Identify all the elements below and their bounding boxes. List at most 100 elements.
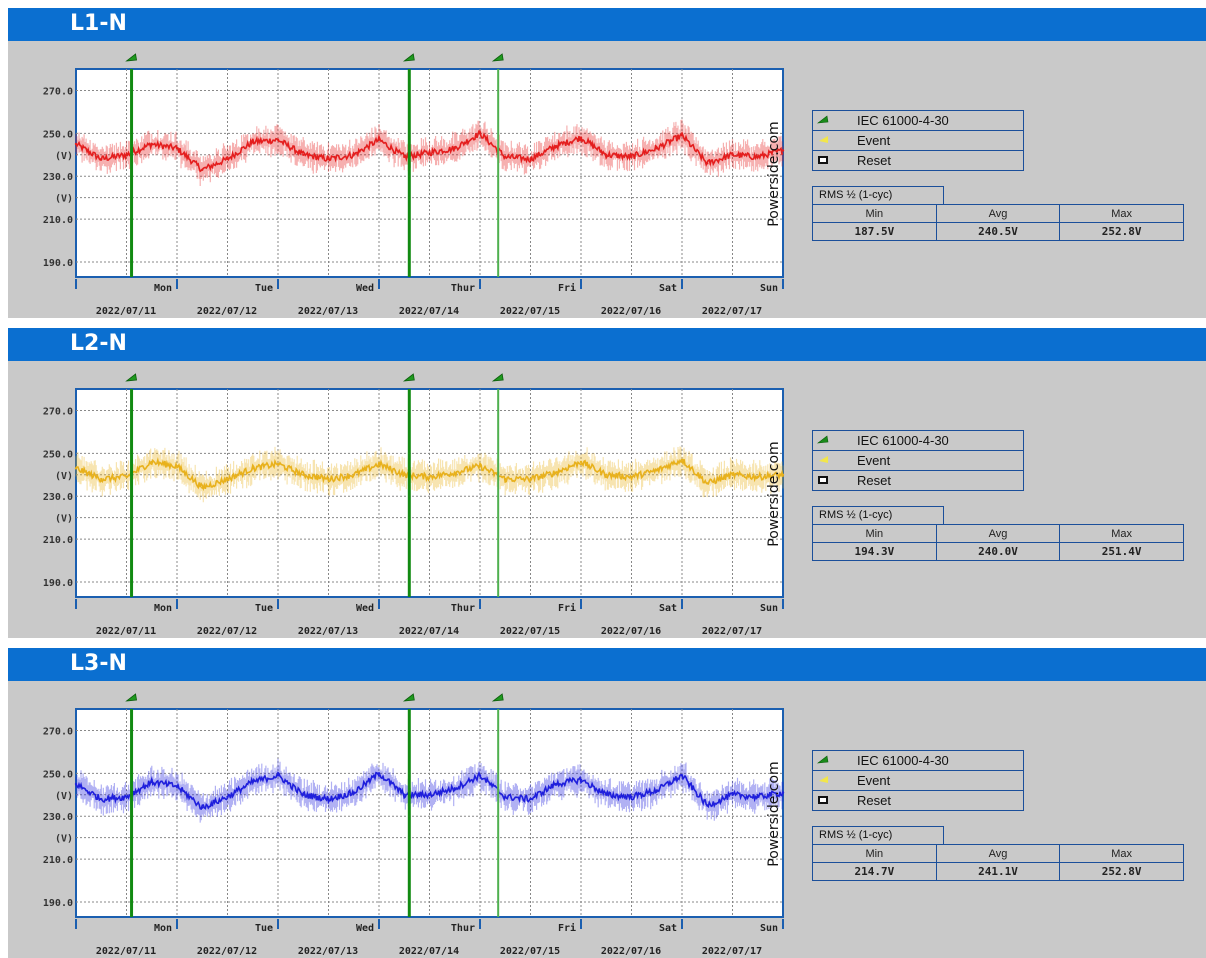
- legend-label: Event: [857, 773, 891, 788]
- data-point: [226, 157, 229, 161]
- data-point: [74, 782, 78, 786]
- y-tick-label: (V): [55, 834, 73, 845]
- stats-header-avg: Avg: [935, 204, 1061, 223]
- legend-label: Reset: [857, 793, 891, 808]
- data-point: [554, 471, 557, 474]
- data-point: [302, 473, 305, 476]
- data-point: [706, 482, 709, 485]
- event-flag-icon[interactable]: [125, 373, 138, 382]
- stats-value-avg: 240.0V: [935, 542, 1061, 561]
- date-label: 2022/07/13: [298, 946, 358, 957]
- data-point: [478, 132, 482, 135]
- y-tick-label: 250.0: [43, 449, 73, 460]
- data-point: [327, 157, 330, 161]
- data-point: [781, 791, 785, 794]
- stats-table: Min Avg Max 214.7V 241.1V 252.8V: [812, 844, 1184, 881]
- event-flag-icon[interactable]: [402, 693, 415, 702]
- data-point: [781, 149, 785, 152]
- y-tick-label: 210.0: [43, 215, 73, 226]
- weekday-label: Fri: [558, 922, 576, 934]
- stats-header-min: Min: [812, 524, 937, 543]
- data-point: [251, 467, 254, 470]
- y-tick-label: (V): [55, 791, 73, 802]
- chart-panel-l1-n: L1-N 270.0 250.0 (V) 230.0 (V) 210.0 190.0 Mon 20…: [8, 8, 1206, 318]
- legend-item[interactable]: Reset: [813, 151, 1023, 170]
- date-label: 2022/07/11: [96, 306, 156, 317]
- rms-stats: RMS ½ (1-cyc) Min Avg Max 187.5V 240.5V 252.8V: [812, 186, 1184, 241]
- date-label: 2022/07/11: [96, 626, 156, 637]
- reset-icon: [817, 474, 829, 486]
- weekday-label: Wed: [356, 283, 374, 294]
- stats-header-min: Min: [812, 844, 937, 863]
- weekday-label: Mon: [154, 603, 172, 614]
- reset-icon: [817, 794, 829, 806]
- weekday-label: Sun: [760, 283, 778, 294]
- weekday-label: Mon: [154, 283, 172, 294]
- event-flag-icon[interactable]: [402, 53, 415, 62]
- event-flag-icon[interactable]: [491, 53, 504, 62]
- date-label: 2022/07/16: [601, 626, 661, 637]
- legend: IEC 61000-4-30 Event Reset: [812, 430, 1024, 491]
- legend-item[interactable]: Reset: [813, 791, 1023, 810]
- data-point: [327, 477, 330, 481]
- data-point: [680, 774, 684, 777]
- y-tick-label: (V): [55, 514, 73, 525]
- iec-flag-icon: [816, 434, 829, 446]
- stats-value-row: 194.3V 240.0V 251.4V: [812, 542, 1184, 561]
- watermark-label: Powerside.com: [766, 761, 782, 867]
- weekday-label: Mon: [154, 923, 172, 934]
- event-icon: [817, 134, 829, 146]
- stats-value-avg: 241.1V: [935, 862, 1061, 881]
- legend-label: IEC 61000-4-30: [857, 113, 949, 128]
- stats-header-row: Min Avg Max: [812, 524, 1184, 543]
- stats-title: RMS ½ (1-cyc): [812, 186, 944, 204]
- legend-item[interactable]: IEC 61000-4-30: [813, 751, 1023, 771]
- data-point: [150, 142, 153, 146]
- data-point: [175, 147, 179, 150]
- watermark-label: Powerside.com: [766, 441, 782, 547]
- date-label: 2022/07/17: [702, 626, 762, 637]
- date-label: 2022/07/17: [702, 946, 762, 957]
- data-point: [201, 486, 204, 489]
- data-point: [731, 793, 734, 796]
- data-point: [655, 469, 658, 472]
- data-point: [352, 153, 355, 156]
- date-label: 2022/07/14: [399, 946, 459, 957]
- reset-icon: [817, 154, 829, 166]
- legend-label: Reset: [857, 473, 891, 488]
- legend-item[interactable]: Event: [813, 771, 1023, 791]
- data-point: [226, 795, 229, 799]
- data-point: [731, 153, 734, 156]
- data-point: [680, 458, 684, 461]
- data-point: [428, 793, 431, 796]
- data-point: [276, 138, 280, 141]
- data-point: [327, 797, 330, 801]
- legend-item[interactable]: Reset: [813, 471, 1023, 490]
- date-label: 2022/07/15: [500, 946, 560, 957]
- legend-label: Event: [857, 133, 891, 148]
- chart-panel-l3-n: L3-N 270.0 250.0 (V) 230.0 (V) 210.0 190.0 Mon 20…: [8, 648, 1206, 958]
- event-icon: [817, 774, 829, 786]
- stats-header-avg: Avg: [935, 844, 1061, 863]
- data-point: [756, 795, 759, 799]
- event-flag-icon[interactable]: [125, 53, 138, 62]
- iec-flag-icon: [816, 754, 829, 766]
- y-tick-label: 270.0: [43, 86, 73, 97]
- data-point: [453, 147, 456, 150]
- stats-header-min: Min: [812, 204, 937, 223]
- weekday-label: Tue: [255, 283, 273, 294]
- legend-item[interactable]: Event: [813, 451, 1023, 471]
- data-point: [226, 477, 229, 481]
- legend-item[interactable]: Event: [813, 131, 1023, 151]
- event-flag-icon[interactable]: [125, 693, 138, 702]
- legend-item[interactable]: IEC 61000-4-30: [813, 431, 1023, 451]
- weekday-label: Fri: [558, 282, 576, 294]
- data-point: [529, 477, 532, 481]
- legend-item[interactable]: IEC 61000-4-30: [813, 111, 1023, 131]
- legend: IEC 61000-4-30 Event Reset: [812, 110, 1024, 171]
- weekday-label: Thur: [451, 283, 475, 294]
- event-flag-icon[interactable]: [402, 373, 415, 382]
- event-flag-icon[interactable]: [491, 693, 504, 702]
- event-flag-icon[interactable]: [491, 373, 504, 382]
- y-tick-label: (V): [55, 471, 73, 482]
